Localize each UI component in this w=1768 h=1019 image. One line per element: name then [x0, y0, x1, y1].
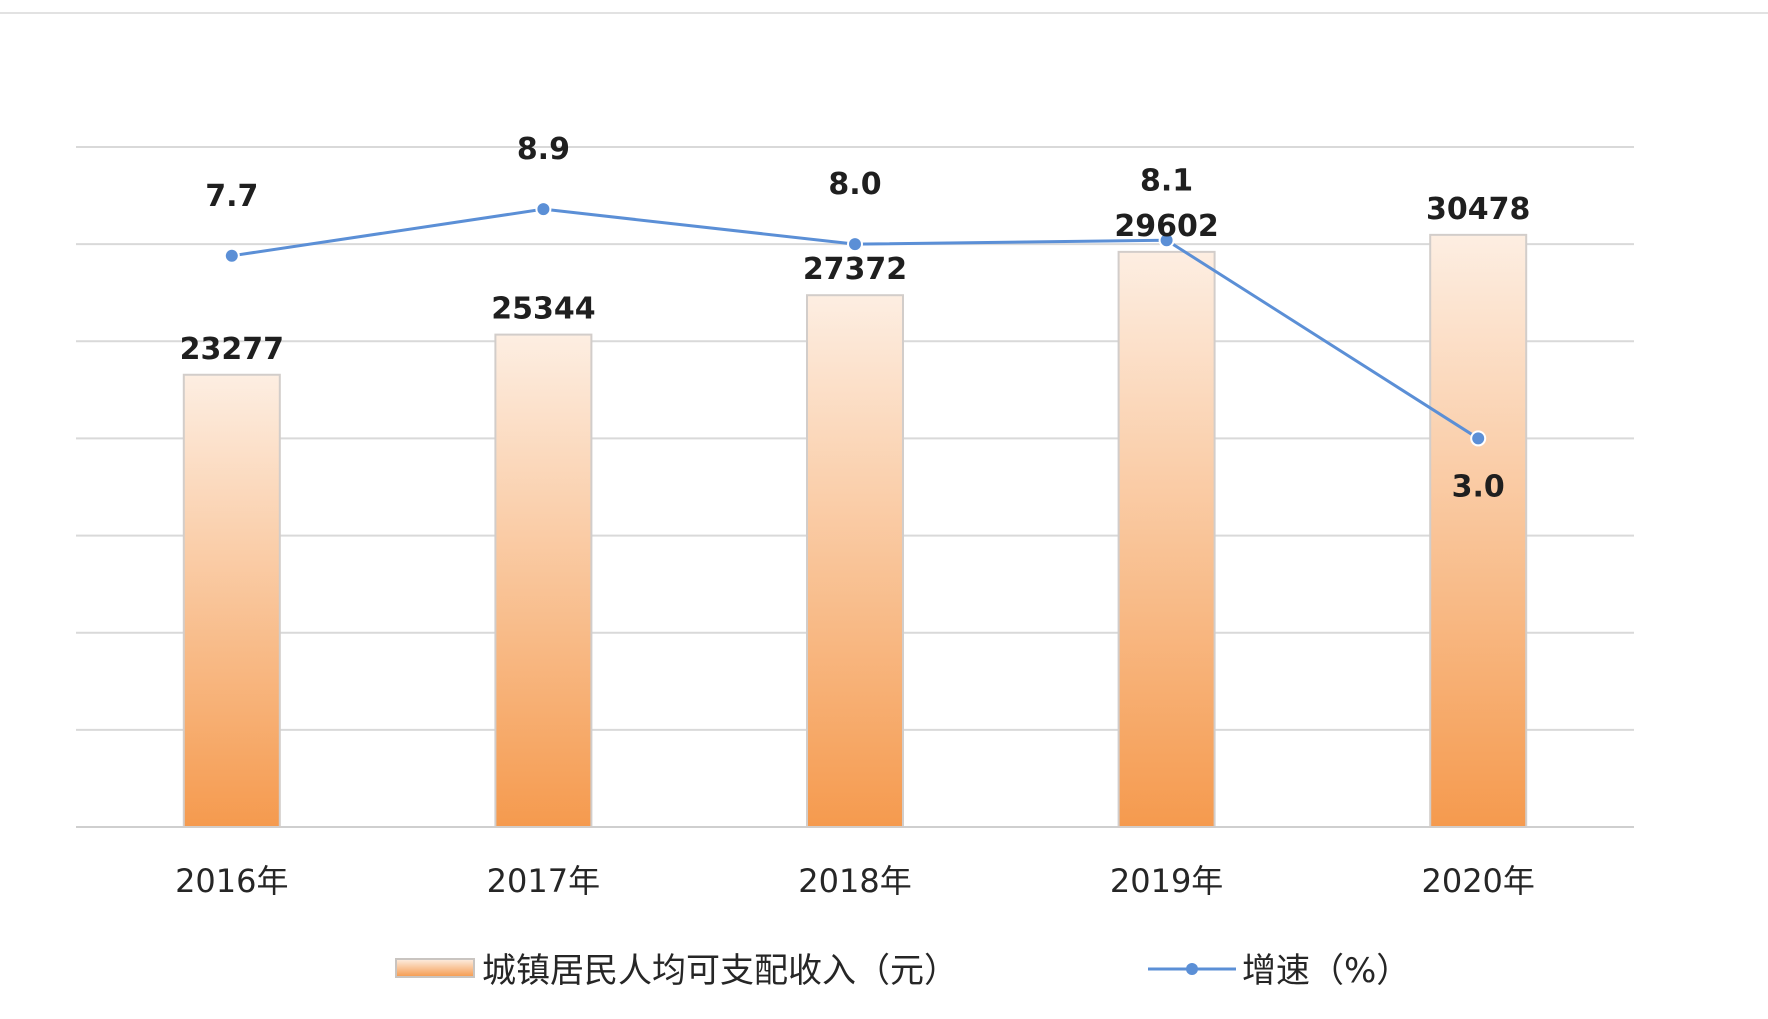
x-axis-ticks: 2016年 2017年 2018年 2019年 2020年	[175, 862, 1535, 900]
bar-series	[182, 233, 1528, 828]
bar-value-label: 23277	[180, 332, 284, 367]
bar-2016年	[182, 373, 281, 828]
bar-value-label: 27372	[803, 252, 907, 287]
growth-value-label: 8.9	[517, 132, 570, 167]
bar-2017年	[494, 333, 593, 828]
growth-point-2017年	[535, 201, 552, 218]
growth-point-2018年	[847, 236, 863, 253]
x-tick-label: 2016年	[175, 862, 288, 900]
growth-value-label: 8.0	[828, 167, 881, 202]
bar-value-label: 29602	[1114, 209, 1218, 244]
growth-value-label: 7.7	[205, 179, 258, 214]
x-tick-label: 2020年	[1421, 862, 1534, 900]
growth-value-label: 8.1	[1140, 163, 1193, 198]
growth-point-2016年	[223, 247, 240, 264]
growth-value-label: 3.0	[1452, 469, 1505, 504]
bar-value-label: 25344	[491, 292, 595, 327]
growth-line-series	[223, 201, 1487, 447]
legend-line-label: 增速（%）	[1242, 951, 1410, 991]
bar-2020年	[1429, 233, 1528, 828]
legend: 城镇居民人均可支配收入（元） 增速（%）	[395, 951, 1410, 991]
x-tick-label: 2018年	[798, 862, 911, 900]
bar-value-label: 30478	[1426, 192, 1530, 227]
x-tick-label: 2019年	[1110, 862, 1223, 900]
legend-bar-swatch	[395, 958, 475, 978]
bar-2019年	[1117, 250, 1216, 828]
data-labels: 23277 25344 27372 29602 30478 7.7 8.9 8.0 8.1 3.0	[180, 132, 1531, 504]
growth-point-2020年	[1470, 430, 1487, 447]
top-border	[0, 12, 1768, 14]
legend-line-marker	[1186, 963, 1198, 975]
x-tick-label: 2017年	[487, 862, 600, 900]
growth-point-2019年	[1158, 232, 1175, 249]
legend-bar-label: 城镇居民人均可支配收入（元）	[482, 951, 958, 991]
gridlines	[76, 146, 1634, 828]
bar-2018年	[806, 294, 904, 828]
